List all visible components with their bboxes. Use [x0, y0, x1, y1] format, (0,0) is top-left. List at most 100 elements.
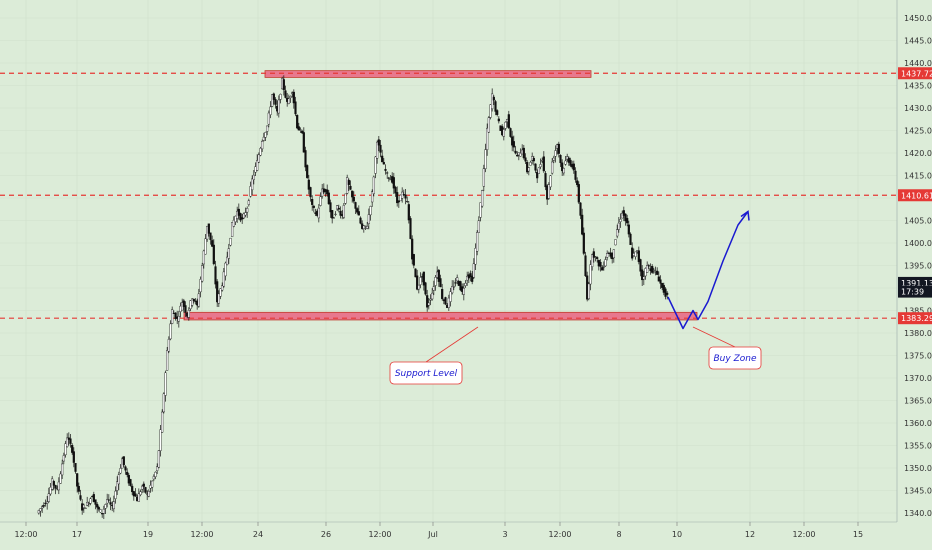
candle — [327, 190, 330, 205]
candle-body — [581, 214, 584, 235]
candle-body — [71, 445, 74, 453]
candle — [539, 158, 542, 170]
candle — [72, 447, 75, 468]
price-axis[interactable]: 1450.00 1445.00 1440.00 1435.00 1430.00 1425.… — [904, 14, 932, 518]
candle-body — [547, 184, 550, 199]
candle-body — [524, 157, 527, 162]
candle — [376, 140, 379, 164]
candle — [306, 164, 309, 179]
candle-body — [99, 509, 102, 513]
candle — [201, 262, 204, 283]
candle-body — [282, 79, 285, 90]
price-tick-label: 1440.00 — [904, 59, 932, 68]
candle-body — [577, 184, 580, 203]
time-tick-label: 12:00 — [792, 530, 815, 539]
candle — [204, 233, 207, 255]
candle-body — [514, 150, 517, 154]
candle-body — [331, 210, 334, 219]
candle-body — [641, 269, 644, 281]
candle-body — [94, 499, 97, 505]
candle — [84, 507, 87, 509]
candle-body — [532, 158, 535, 162]
candle-body — [504, 121, 507, 129]
candle — [627, 220, 630, 238]
candle — [579, 202, 582, 220]
candle-body — [296, 114, 299, 129]
candle — [331, 210, 334, 224]
candle — [226, 251, 229, 266]
projection-path — [667, 210, 750, 330]
candle-body — [574, 170, 577, 180]
candle-body — [554, 150, 557, 157]
candle-body — [371, 191, 374, 203]
candle — [666, 291, 669, 300]
candle — [301, 129, 304, 134]
time-axis[interactable]: 12:00 17 19 12:00 24 26 12:00 Jul 3 12:00 8 10 12 12:… — [14, 522, 863, 539]
candle-body — [539, 164, 542, 168]
candle — [37, 509, 40, 515]
candle — [559, 154, 562, 168]
candle — [504, 121, 507, 131]
candle-body — [666, 292, 669, 295]
candle-body — [114, 490, 117, 499]
time-tick-label: 3 — [502, 530, 507, 539]
candle — [614, 239, 617, 246]
candle — [309, 186, 312, 202]
candle-body — [47, 493, 50, 502]
candle — [122, 456, 125, 468]
candle-body — [216, 281, 219, 303]
time-tick-label: 24 — [253, 530, 263, 539]
candle-body — [409, 218, 412, 239]
candle — [512, 135, 515, 152]
candle-body — [484, 149, 487, 169]
candle — [357, 205, 360, 216]
candle-body — [397, 200, 400, 203]
candle — [187, 307, 190, 321]
candle — [369, 205, 372, 221]
candle-body — [447, 297, 450, 308]
candle-body — [349, 185, 352, 190]
candle-body — [639, 259, 642, 272]
candle-body — [57, 481, 60, 491]
candle — [522, 144, 525, 160]
candle — [61, 459, 64, 480]
candle-body — [494, 101, 497, 112]
candle — [162, 392, 165, 414]
candle-body — [414, 268, 417, 278]
candle-body — [207, 223, 210, 234]
candle-body — [326, 189, 329, 195]
candle — [116, 476, 119, 496]
candle — [606, 250, 609, 261]
candle — [302, 127, 305, 153]
candle — [79, 489, 82, 502]
horizontal-levels[interactable] — [0, 72, 897, 319]
candle — [304, 146, 307, 172]
candle-body — [129, 479, 132, 486]
candle — [42, 502, 45, 508]
candle — [134, 488, 137, 497]
candle — [54, 484, 57, 495]
candle — [192, 298, 195, 304]
candle-body — [197, 293, 200, 307]
candle-body — [596, 257, 599, 259]
candle-body — [137, 493, 140, 502]
candle — [159, 424, 162, 457]
candle-body — [587, 283, 590, 300]
price-tick-label: 1370.00 — [904, 374, 932, 383]
candle-body — [396, 192, 399, 204]
candle-body — [306, 165, 309, 178]
candle — [321, 183, 324, 199]
candle — [589, 260, 592, 291]
candle-body — [169, 323, 172, 340]
candle — [444, 296, 447, 306]
candle-body — [417, 284, 420, 290]
candle — [156, 463, 159, 475]
candle-body — [202, 250, 205, 265]
candle-body — [106, 499, 109, 504]
candle-body — [559, 155, 562, 164]
candle-body — [234, 215, 237, 223]
candle — [184, 301, 187, 317]
candle-body — [507, 114, 510, 129]
buy-callout-pointer — [692, 326, 736, 348]
